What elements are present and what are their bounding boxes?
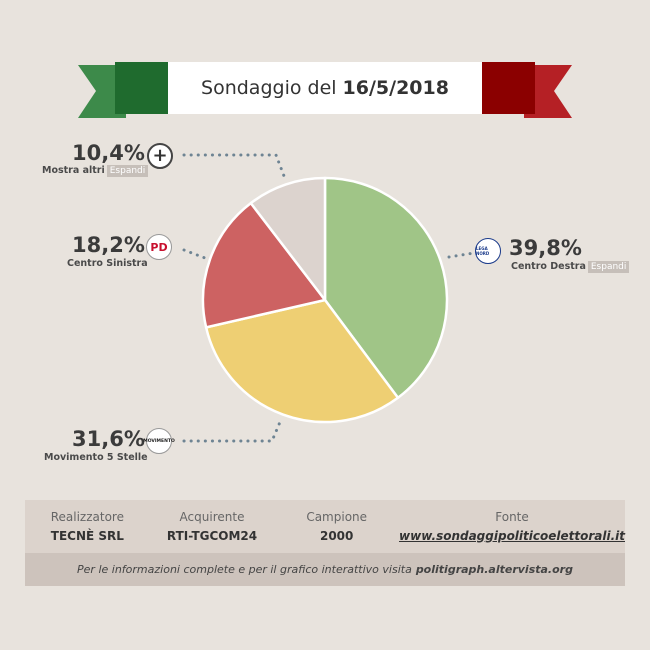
title-prefix: Sondaggio del [201, 77, 337, 99]
pie-slice-mostra-altri[interactable] [249, 176, 327, 302]
info-panel: Realizzatore TECNÈ SRL Acquirente RTI-TG… [25, 500, 625, 586]
ribbon-left-tail [78, 65, 126, 118]
label-destra: Centro Destra [511, 261, 586, 272]
pie-slice-centro-destra[interactable] [323, 176, 449, 400]
info-header-fonte: Fonte [495, 510, 529, 524]
leader-lines [182, 153, 476, 443]
footer-text: Per le informazioni complete e per il gr… [77, 563, 412, 576]
info-header-acquirente: Acquirente [179, 510, 245, 524]
info-col-campione: Campione 2000 [274, 500, 399, 553]
leader-line-altri [182, 153, 286, 178]
info-header-realizzatore: Realizzatore [50, 510, 124, 524]
flag-red-band [482, 62, 535, 114]
footer-link[interactable]: politigraph.altervista.org [415, 563, 573, 576]
page-title: Sondaggio del 16/5/2018 [168, 64, 482, 112]
flag-green-band [115, 62, 168, 114]
label-sinistra: Centro Sinistra [67, 258, 148, 269]
legend-destra: Centro Destra Espandi [511, 261, 630, 273]
flag-white-band [168, 62, 482, 114]
pct-label-m5s: 31,6% [72, 427, 145, 451]
info-col-realizzatore: Realizzatore TECNÈ SRL [25, 500, 150, 553]
title-banner [78, 62, 572, 118]
leader-line-sinistra [182, 248, 207, 260]
legend-altri: Mostra altri Espandi [42, 165, 149, 177]
pie-chart [182, 153, 476, 443]
pd-icon: PD [146, 234, 172, 260]
expand-button-altri[interactable]: Espandi [106, 165, 149, 177]
info-value-realizzatore: TECNÈ SRL [50, 529, 124, 543]
plus-icon[interactable]: + [147, 143, 173, 169]
info-col-fonte: Fonte www.sondaggipoliticoelettorali.it [399, 500, 625, 553]
info-table: Realizzatore TECNÈ SRL Acquirente RTI-TG… [25, 500, 625, 553]
info-footer: Per le informazioni complete e per il gr… [25, 553, 625, 586]
ribbon-right-tail [524, 65, 572, 118]
pie-slice-movimento-5-stelle[interactable] [204, 298, 400, 424]
label-altri: Mostra altri [42, 165, 105, 176]
title-date: 16/5/2018 [342, 77, 449, 99]
leader-line-m5s [182, 420, 282, 443]
m5s-icon: MOVIMENTO [143, 428, 175, 454]
lega-icon: LEGA NORD [475, 238, 501, 264]
pct-label-sinistra: 18,2% [72, 233, 145, 257]
info-value-campione: 2000 [319, 529, 354, 543]
source-link[interactable]: www.sondaggipoliticoelettorali.it [399, 529, 625, 543]
info-header-campione: Campione [306, 510, 368, 524]
label-m5s: Movimento 5 Stelle [44, 452, 148, 463]
info-value-acquirente: RTI-TGCOM24 [166, 529, 258, 543]
pie-slice-centro-sinistra[interactable] [201, 201, 327, 329]
expand-button-destra[interactable]: Espandi [587, 261, 630, 273]
leader-line-destra [447, 251, 476, 259]
pct-label-altri: 10,4% [72, 141, 145, 165]
info-col-acquirente: Acquirente RTI-TGCOM24 [150, 500, 275, 553]
pct-label-destra: 39,8% [509, 236, 582, 260]
